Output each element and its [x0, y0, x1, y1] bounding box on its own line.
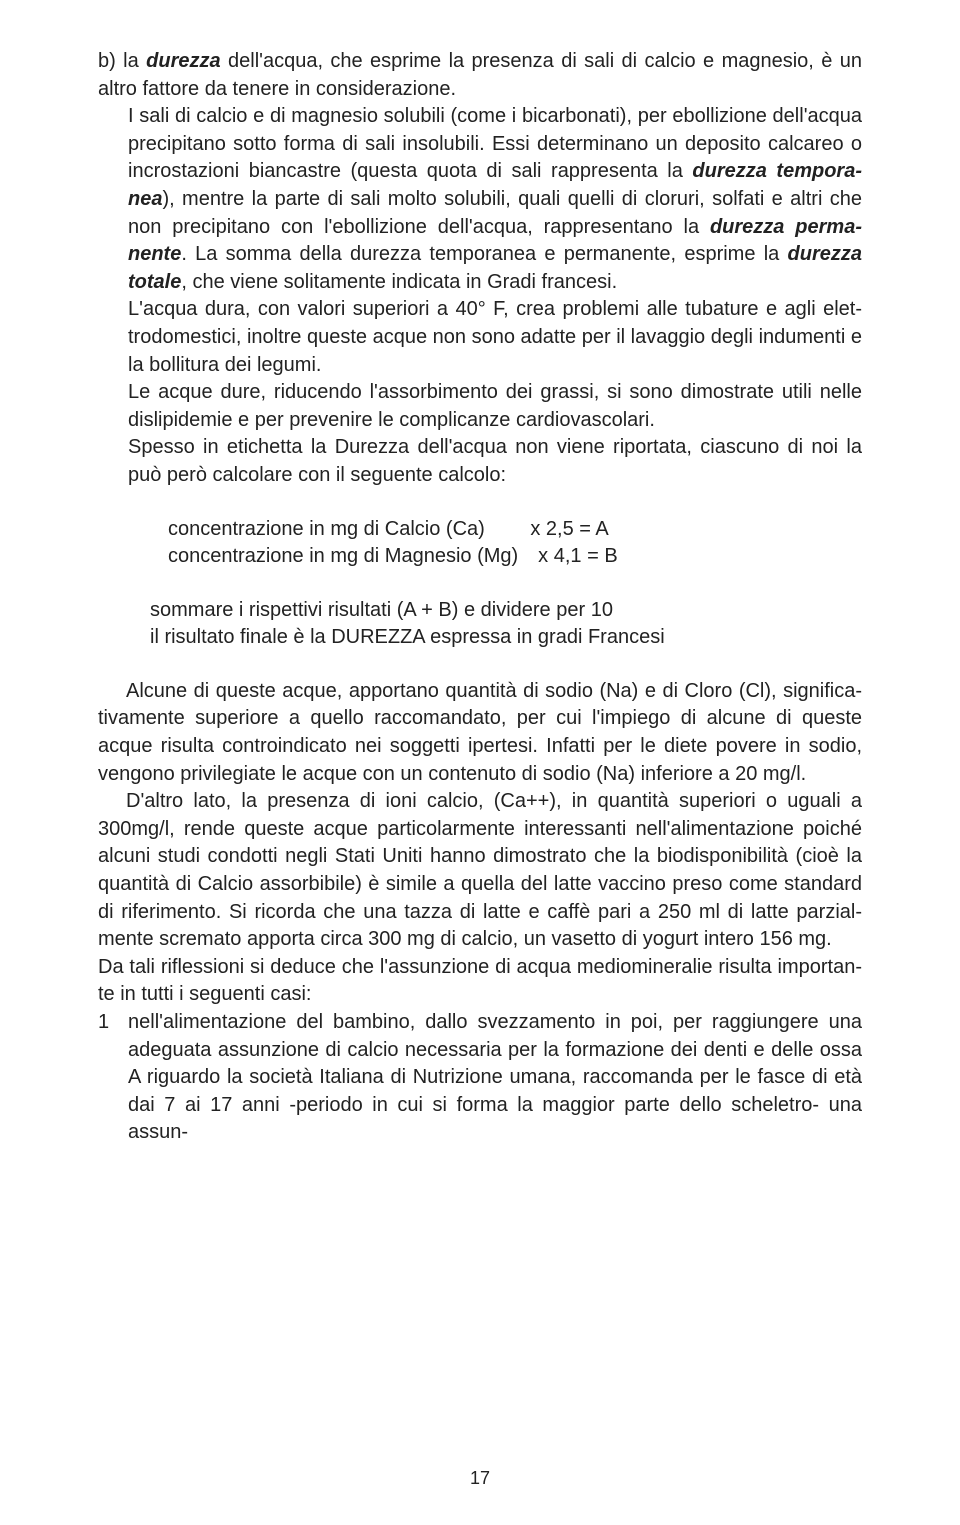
body-text: b) la durezza dell'acqua, che esprime la…: [98, 48, 862, 1147]
list-marker-1: 1: [98, 1009, 128, 1147]
page-number: 17: [0, 1466, 960, 1491]
para-c2: D'altro lato, la presenza di ioni calcio…: [98, 788, 862, 954]
list-content-1: nell'alimentazione del bambino, dallo sv…: [128, 1009, 862, 1147]
page: b) la durezza dell'acqua, che esprime la…: [0, 0, 960, 1525]
para-b5: Spesso in etichetta la Durezza dell'acqu…: [128, 434, 862, 489]
para-c3: Da tali riflessioni si deduce che l'assu…: [98, 954, 862, 1009]
para-b: b) la durezza dell'acqua, che esprime la…: [98, 48, 862, 103]
para-b-body: I sali di calcio e di magnesio solubili …: [98, 103, 862, 489]
para-b4: Le acque dure, riducendo l'assorbimento …: [128, 379, 862, 434]
calc-block: concentrazione in mg di Calcio (Ca) x 2,…: [168, 516, 862, 571]
bullet-b-line1: b) la durezza dell'acqua, che esprime la…: [98, 48, 862, 103]
calc-result-block: sommare i rispettivi risultati (A + B) e…: [150, 597, 862, 652]
calc-line-3: sommare i rispettivi risultati (A + B) e…: [150, 597, 862, 625]
calc-line-2: concentrazione in mg di Magnesio (Mg) x …: [168, 543, 862, 571]
para-c1: Alcune di queste acque, apportano quanti…: [98, 678, 862, 788]
para-b3: L'acqua dura, con valori superiori a 40°…: [128, 296, 862, 379]
list-item-1: 1 nell'alimentazione del bambino, dallo …: [98, 1009, 862, 1147]
calc-line-1: concentrazione in mg di Calcio (Ca) x 2,…: [168, 516, 862, 544]
calc-line-4: il risultato finale è la DUREZZA espress…: [150, 624, 862, 652]
para-b2: I sali di calcio e di magnesio solubili …: [128, 103, 862, 296]
